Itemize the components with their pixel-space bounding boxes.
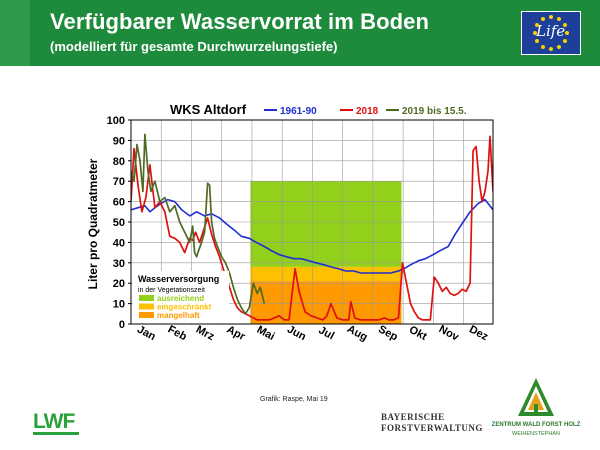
eu-star-icon (549, 47, 553, 51)
lwf-logo: LWF (33, 410, 75, 433)
x-tick-label: Jun (285, 323, 308, 343)
eu-star-icon (565, 31, 569, 35)
eu-life-logo: Life (521, 11, 581, 55)
page-title: Verfügbarer Wasservorrat im Boden (50, 9, 430, 34)
eu-star-icon (557, 44, 561, 49)
zentrum-line2: WEIHENSTEPHAN (512, 431, 560, 437)
eu-star-icon (562, 39, 567, 43)
y-tick-label: 40 (113, 237, 125, 249)
y-tick-label: 30 (113, 258, 125, 270)
series-line-0 (131, 198, 493, 274)
x-tick-label: Aug (345, 323, 370, 344)
x-tick-label: Nov (437, 323, 462, 344)
eu-logo-text: Life (536, 22, 566, 40)
eu-star-icon (562, 23, 567, 27)
x-tick-label: Mai (255, 324, 277, 343)
eu-star-icon (533, 31, 537, 35)
y-tick-label: 100 (107, 115, 125, 127)
y-tick-label: 10 (113, 299, 125, 311)
x-tick-label: Sep (376, 323, 400, 343)
x-tick-label: Jul (316, 324, 336, 342)
header-stripe (0, 0, 30, 66)
zentrum-tree-icon (518, 378, 554, 416)
chart-credit: Grafik: Raspe, Mai 19 (260, 396, 328, 403)
band-legend-title: Wasserversorgung (138, 274, 219, 284)
x-tick-label: Feb (166, 323, 189, 343)
y-tick-label: 50 (113, 217, 125, 229)
eu-star-icon (541, 17, 545, 22)
page-subtitle: (modelliert für gesamte Durchwurzelungst… (50, 39, 338, 54)
series-line-2 (131, 133, 266, 315)
legend-label-2: 2019 bis 15.5. (402, 106, 467, 117)
band-legend-subtitle: in der Vegetationszeit (138, 287, 205, 294)
x-tick-label: Mrz (194, 324, 217, 344)
eu-star-icon (535, 23, 540, 27)
x-tick-label: Dez (467, 323, 490, 343)
band-legend-swatch-0 (139, 295, 154, 301)
band-eingeschraenkt (250, 266, 402, 282)
eu-star-icon (557, 17, 561, 22)
zentrum-line1: ZENTRUM WALD FORST HOLZ (491, 422, 581, 428)
y-tick-label: 80 (113, 156, 125, 168)
y-tick-label: 60 (113, 197, 125, 209)
legend-label-0: 1961-90 (280, 106, 317, 117)
band-legend-label-2: mangelhaft (157, 311, 200, 320)
band-legend-label-0: ausreichend (157, 294, 204, 303)
band-legend-swatch-2 (139, 312, 154, 318)
x-tick-label: Jan (135, 324, 158, 344)
y-tick-label: 90 (113, 135, 125, 147)
header-banner: Verfügbarer Wasservorrat im Boden (model… (0, 0, 600, 66)
forstverwaltung-line1: BAYERISCHE (381, 412, 445, 422)
lwf-logo-underline (33, 432, 79, 435)
band-legend-label-1: eingeschränkt (157, 303, 212, 312)
series-line-1 (131, 135, 493, 321)
legend-label-1: 2018 (356, 106, 379, 117)
chart-title: WKS Altdorf (170, 102, 247, 117)
y-tick-label: 70 (113, 176, 125, 188)
x-tick-label: Okt (407, 324, 429, 343)
band-legend-swatch-1 (139, 303, 154, 310)
y-axis-title: Liter pro Quadratmeter (86, 158, 100, 289)
x-tick-label: Apr (225, 324, 248, 344)
y-tick-label: 0 (119, 319, 125, 331)
eu-star-icon (535, 39, 540, 43)
y-tick-label: 20 (113, 278, 125, 290)
eu-star-icon (549, 15, 553, 19)
zentrum-logo: ZENTRUM WALD FORST HOLZ WEIHENSTEPHAN (486, 376, 586, 446)
forstverwaltung-logo: BAYERISCHE FORSTVERWALTUNG (381, 412, 483, 434)
forstverwaltung-line2: FORSTVERWALTUNG (381, 423, 483, 433)
eu-star-icon (541, 44, 545, 49)
water-supply-chart: 0 10 20 30 40 50 60 70 80 90 100 Jan Feb Mrz Apr Mai Jun… (86, 102, 494, 344)
band-ausreichend (250, 181, 402, 267)
